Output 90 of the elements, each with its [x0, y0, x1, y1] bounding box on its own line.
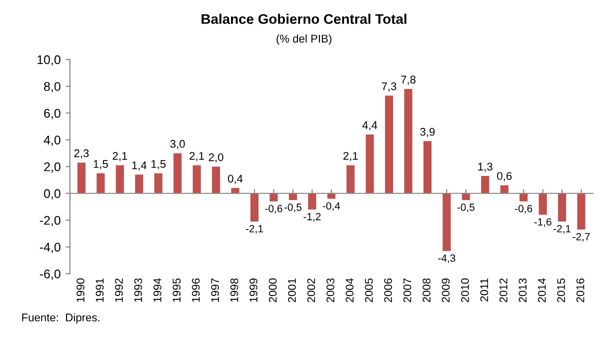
x-tick-label: 2002: [307, 278, 316, 302]
x-tick-label: 1999: [250, 278, 258, 302]
data-label: 0,4: [228, 174, 243, 184]
data-label: 2,1: [190, 152, 204, 162]
bar: [423, 141, 432, 194]
x-tick-label: 2010: [461, 278, 469, 302]
data-label: -1,2: [304, 212, 321, 222]
x-tick-label: 2015: [557, 278, 566, 302]
bar: [116, 165, 124, 194]
x-tick-label: 1996: [192, 278, 200, 302]
data-label: 2,1: [112, 152, 128, 162]
bar: [270, 193, 278, 202]
x-tick-label: 1994: [153, 278, 162, 302]
x-tick-label: 1992: [115, 278, 123, 302]
bar: [500, 185, 508, 194]
data-label: 3,9: [420, 128, 435, 138]
x-tick-label: 2008: [422, 278, 430, 302]
data-label: -0,5: [284, 204, 302, 212]
bar: [558, 193, 566, 222]
bar: [366, 134, 374, 194]
data-label: 3,0: [170, 140, 185, 150]
x-tick-label: 2009: [442, 278, 450, 302]
x-tick-label: 1993: [134, 278, 142, 302]
x-tick-label: 1997: [211, 278, 219, 302]
data-label: -0,5: [457, 204, 474, 212]
data-label: 4,4: [362, 121, 378, 130]
x-tick-label: 2001: [288, 278, 296, 302]
data-label: 0,6: [497, 172, 512, 182]
data-label: -2,1: [554, 224, 571, 234]
data-label: 2,1: [343, 152, 358, 162]
data-label: 2,0: [208, 153, 224, 163]
x-tick-label: 2016: [576, 278, 584, 302]
y-tick-label: -4,0: [40, 242, 60, 254]
data-label: -0,6: [265, 204, 282, 214]
bar: [250, 193, 259, 222]
x-tick-label: 2006: [384, 278, 392, 302]
bar: [404, 88, 412, 194]
x-tick-label: 1990: [76, 278, 84, 302]
bar: [520, 193, 528, 202]
bar: [442, 193, 451, 251]
x-tick-label: 2007: [403, 278, 412, 302]
data-label: 1,5: [94, 160, 108, 170]
x-tick-label: 2014: [538, 278, 546, 302]
y-tick-label: 4,0: [44, 136, 60, 146]
data-label: 1,5: [151, 160, 166, 170]
source-note: Fuente: Dipres.: [22, 313, 100, 324]
data-label: -2,7: [572, 233, 590, 242]
bar: [154, 173, 162, 194]
data-label: 1,3: [478, 162, 492, 172]
bar: [231, 188, 240, 194]
data-label: 7,8: [401, 76, 416, 85]
y-tick-label: -2,0: [40, 216, 60, 226]
bar: [384, 96, 394, 194]
y-tick-label: 8,0: [44, 82, 60, 92]
bar: [308, 193, 316, 210]
bar: [212, 166, 220, 194]
y-tick-label: 2,0: [44, 162, 60, 173]
data-label: -0,6: [515, 204, 532, 214]
bar: [577, 193, 586, 230]
data-label: -1,6: [534, 218, 552, 227]
x-tick-label: 2005: [364, 278, 373, 302]
y-tick-label: 10,0: [38, 55, 60, 66]
y-tick-label: -6,0: [40, 270, 60, 280]
bar: [77, 162, 86, 194]
data-label: -0,4: [322, 202, 340, 211]
data-label: 7,3: [382, 82, 396, 92]
bar: [538, 193, 547, 215]
y-tick-label: 0,0: [44, 189, 60, 200]
chart-title: Balance Gobierno Central Total: [202, 14, 406, 24]
data-label: 1,4: [132, 161, 147, 171]
bar: [96, 173, 105, 194]
data-label: 2,3: [74, 149, 89, 158]
x-tick-label: 1995: [172, 278, 181, 302]
bar: [174, 153, 182, 194]
bar: [135, 174, 144, 194]
x-tick-label: 2003: [326, 278, 334, 302]
chart-subtitle: (% del PIB): [276, 34, 332, 45]
bar: [192, 165, 201, 194]
x-tick-label: 2011: [480, 278, 488, 302]
bar: [481, 176, 490, 194]
x-tick-label: 1998: [230, 278, 238, 302]
data-label: -2,1: [246, 224, 263, 234]
x-tick-label: 2000: [268, 278, 277, 302]
x-tick-label: 2004: [346, 278, 354, 302]
x-tick-label: 1991: [96, 278, 104, 302]
bar: [346, 165, 355, 194]
data-label: -4,3: [438, 254, 456, 264]
x-tick-label: 2012: [499, 278, 508, 302]
x-tick-label: 2013: [518, 278, 527, 302]
y-tick-label: 6,0: [44, 108, 60, 120]
